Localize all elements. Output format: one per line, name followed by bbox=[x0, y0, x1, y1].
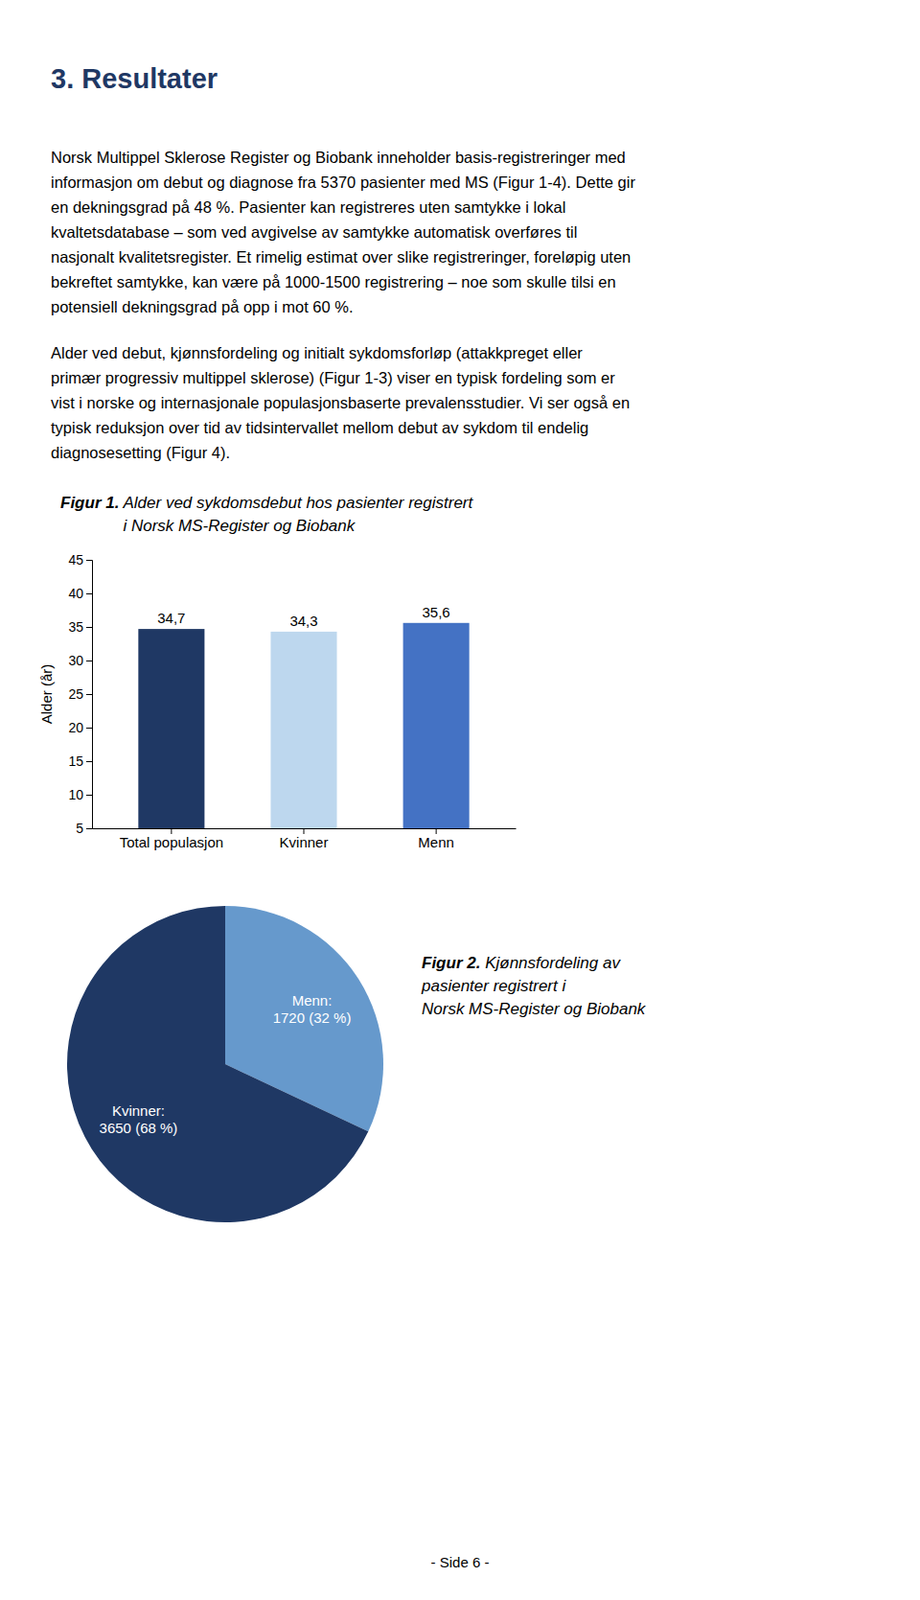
slice-label-line: Menn: bbox=[292, 991, 333, 1009]
x-tick-label: Menn bbox=[417, 833, 455, 851]
y-tick: 5 bbox=[75, 820, 92, 836]
data-labels: 34,7 34,3 35,6 bbox=[157, 603, 450, 629]
body-text-line: nasjonalt kvalitetsregister. Et rimelig … bbox=[50, 248, 631, 266]
bar bbox=[138, 628, 205, 828]
y-tick: 35 bbox=[68, 619, 92, 635]
y-tick-mark bbox=[86, 660, 92, 662]
y-tick: 20 bbox=[68, 719, 92, 736]
y-tick-label: 15 bbox=[68, 753, 84, 769]
x-tick-label: Kvinner bbox=[279, 833, 329, 851]
x-tick: Total populasjon bbox=[119, 828, 224, 851]
y-tick-mark bbox=[86, 828, 92, 829]
figure-caption: Figur 2. Kjønnsfordeling av bbox=[421, 953, 621, 972]
page-title: 3. Resultater bbox=[50, 63, 218, 94]
body-text-line: en dekningsgrad på 48 %. Pasienter kan r… bbox=[50, 198, 566, 216]
body-text-line: bekreftet samtykke, kan være på 1000-150… bbox=[50, 273, 617, 291]
pie-slice bbox=[67, 905, 368, 1222]
y-tick-label: 5 bbox=[75, 820, 84, 836]
body-text-line: potensiell dekningsgrad på opp i mot 60 … bbox=[50, 298, 354, 316]
y-tick-label: 20 bbox=[68, 719, 84, 736]
bar bbox=[403, 622, 470, 828]
slice-label: Kvinner:3650 (68 %) bbox=[99, 1102, 179, 1136]
page-container: 3. Resultater Norsk Multippel Sklerose Re… bbox=[0, 0, 920, 1600]
y-tick-label: 40 bbox=[68, 585, 84, 601]
body-text-line: Norsk Multippel Sklerose Register og Bio… bbox=[50, 148, 626, 166]
y-tick-label: 45 bbox=[68, 552, 84, 568]
y-tick-label: 25 bbox=[68, 686, 84, 702]
body-text-line: informasjon om debut og diagnose fra 537… bbox=[50, 173, 636, 191]
slice-labels: Menn:1720 (32 %) Kvinner:3650 (68 %) bbox=[99, 991, 352, 1136]
y-tick-mark bbox=[86, 593, 92, 595]
body-text-line: typisk reduksjon over tid av tidsinterva… bbox=[50, 418, 589, 437]
y-tick-mark bbox=[86, 559, 92, 561]
body-text-line: vist i norske og internasjonale populasj… bbox=[50, 393, 630, 412]
y-tick-mark bbox=[86, 693, 92, 695]
bar-chart: 5 10 15 20 25 30 35 40 45 Total populasjon Kvinner… bbox=[38, 552, 517, 862]
figure-title-line: i Norsk MS-Register og Biobank bbox=[122, 516, 356, 535]
x-axis: Total populasjon Kvinner Menn bbox=[92, 828, 517, 851]
y-tick: 15 bbox=[68, 753, 92, 769]
body-text-line: kvaltetsdatabase – som ved avgivelse av … bbox=[50, 223, 577, 241]
slice-label-line: Kvinner: bbox=[112, 1102, 165, 1119]
y-tick: 45 bbox=[68, 552, 92, 568]
body-text-line: Alder ved debut, kjønnsfordeling og init… bbox=[50, 344, 583, 362]
figure-title-line: Norsk MS-Register og Biobank bbox=[421, 999, 647, 1018]
y-axis-line bbox=[86, 560, 93, 829]
figure-caption: Figur 1. Alder ved sykdomsdebut hos pasi… bbox=[60, 493, 475, 512]
data-label: 34,3 bbox=[289, 612, 318, 629]
y-axis: 5 10 15 20 25 30 35 40 45 bbox=[68, 552, 92, 836]
body-text-line: diagnosesetting (Figur 4). bbox=[50, 443, 230, 461]
figure-title-line: Kjønnsfordeling av bbox=[480, 953, 621, 972]
y-tick-mark bbox=[86, 760, 92, 762]
bars bbox=[138, 622, 469, 828]
x-tick: Kvinner bbox=[279, 828, 329, 851]
y-tick-label: 30 bbox=[68, 652, 84, 668]
y-tick: 30 bbox=[68, 652, 92, 668]
page-canvas: 3. Resultater Norsk Multippel Sklerose Re… bbox=[0, 0, 920, 1600]
y-tick-mark bbox=[86, 727, 92, 729]
figure-label: Figur 2. bbox=[421, 953, 481, 972]
slice-label-line: 1720 (32 %) bbox=[273, 1009, 352, 1026]
slices bbox=[67, 905, 384, 1222]
y-tick-mark bbox=[86, 626, 92, 628]
figure-title-line: Alder ved sykdomsdebut hos pasienter reg… bbox=[118, 493, 474, 512]
pie-chart: Menn:1720 (32 %) Kvinner:3650 (68 %) bbox=[67, 905, 384, 1222]
y-axis-title: Alder (år) bbox=[38, 664, 55, 725]
figure-title-line: pasienter registrert i bbox=[420, 976, 567, 995]
bar bbox=[270, 631, 337, 828]
y-tick: 25 bbox=[68, 686, 92, 702]
figure-label: Figur 1. bbox=[60, 493, 119, 512]
body-text-line: primær progressiv multippel sklerose) (F… bbox=[50, 368, 616, 387]
x-tick: Menn bbox=[417, 828, 455, 851]
slice-label: Menn:1720 (32 %) bbox=[273, 991, 352, 1026]
y-tick-label: 10 bbox=[68, 786, 84, 803]
slice-label-line: 3650 (68 %) bbox=[99, 1119, 179, 1136]
y-tick-label: 35 bbox=[68, 619, 84, 635]
y-tick: 10 bbox=[68, 786, 92, 803]
y-tick-mark bbox=[86, 794, 92, 796]
page-footer: - Side 6 - bbox=[431, 1553, 490, 1570]
x-tick-label: Total populasjon bbox=[119, 833, 224, 851]
y-tick: 40 bbox=[68, 585, 92, 601]
data-label: 34,7 bbox=[157, 609, 185, 626]
data-label: 35,6 bbox=[422, 603, 451, 621]
